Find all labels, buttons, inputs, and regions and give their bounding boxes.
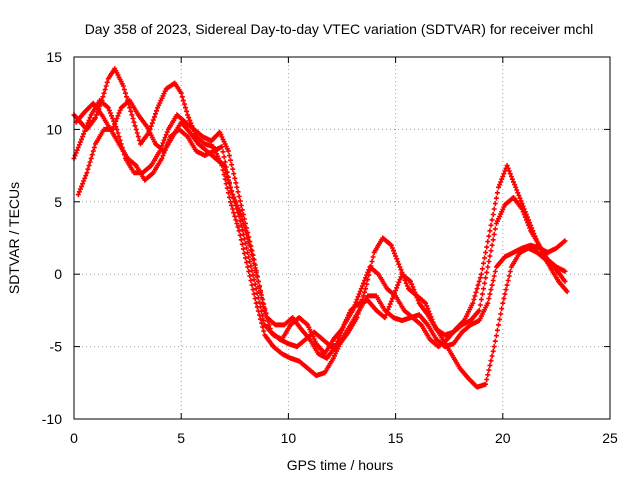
x-tick-label: 10 xyxy=(281,430,297,446)
grid xyxy=(74,57,610,419)
y-tick-label: 0 xyxy=(54,266,62,282)
series-points-track-4 xyxy=(73,100,568,357)
x-tick-label: 25 xyxy=(602,430,618,446)
y-tick-label: 10 xyxy=(46,121,62,137)
x-tick-label: 5 xyxy=(177,430,185,446)
x-axis-label: GPS time / hours xyxy=(287,457,394,473)
x-tick-label: 20 xyxy=(495,430,511,446)
y-axis-label: SDTVAR / TECUs xyxy=(6,182,22,294)
series-points-track-1 xyxy=(71,66,568,379)
chart-title: Day 358 of 2023, Sidereal Day-to-day VTE… xyxy=(85,21,594,37)
y-tick-label: 15 xyxy=(46,49,62,65)
y-tick-label: -10 xyxy=(42,411,62,427)
plot-frame xyxy=(73,56,611,420)
y-tick-label: 5 xyxy=(54,194,62,210)
y-tick-label: -5 xyxy=(50,339,63,355)
series-track-1 xyxy=(71,66,568,379)
x-tick-label: 0 xyxy=(70,430,78,446)
series-track-4 xyxy=(73,100,568,357)
x-tick-label: 15 xyxy=(388,430,404,446)
axis-ticks: 0 5 10 15 20 25 -10 -5 0 5 10 15 xyxy=(42,49,618,446)
data-layer xyxy=(71,66,570,390)
